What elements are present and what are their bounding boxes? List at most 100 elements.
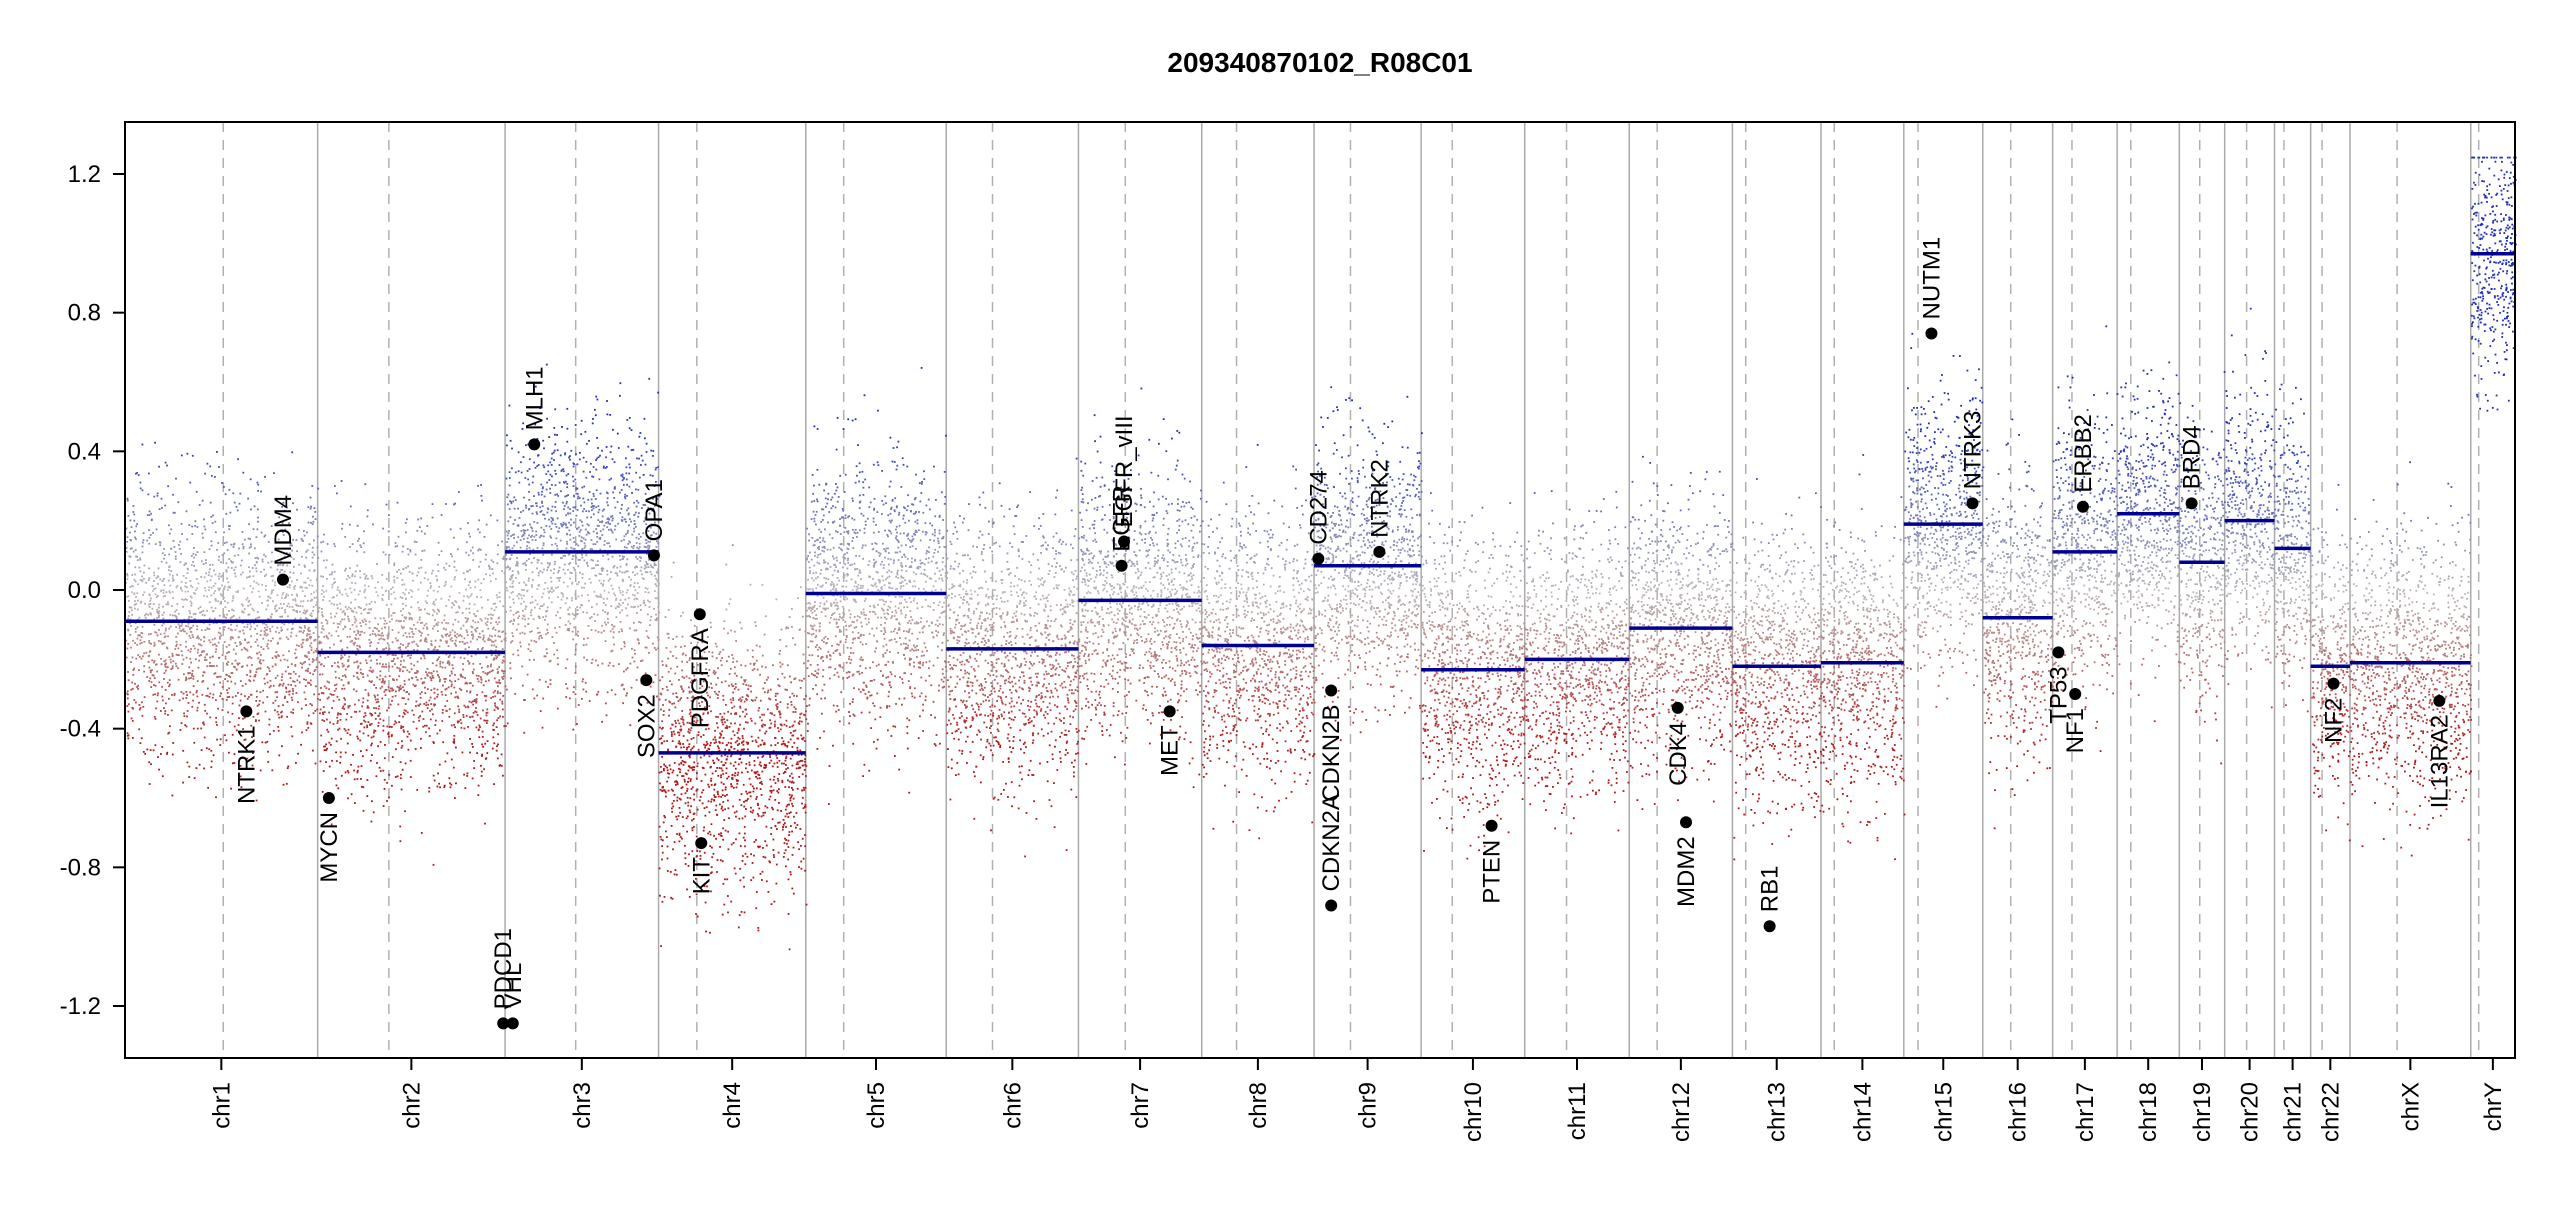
probe-point xyxy=(486,709,488,711)
probe-point xyxy=(510,579,512,581)
probe-point xyxy=(624,646,626,648)
probe-point xyxy=(342,675,344,677)
probe-point xyxy=(187,569,189,571)
probe-point xyxy=(419,619,421,621)
probe-point xyxy=(314,639,316,641)
probe-point xyxy=(595,396,597,398)
probe-point xyxy=(137,638,139,640)
probe-point xyxy=(192,455,194,457)
probe-point xyxy=(514,693,516,695)
probe-point xyxy=(567,609,569,611)
probe-point xyxy=(612,520,614,522)
probe-point xyxy=(576,515,578,517)
probe-point xyxy=(358,594,360,596)
probe-point xyxy=(531,596,533,598)
probe-point xyxy=(653,608,655,610)
probe-point xyxy=(416,541,418,543)
probe-point xyxy=(344,688,346,690)
probe-point xyxy=(422,726,424,728)
probe-point xyxy=(482,736,484,738)
probe-point xyxy=(135,658,137,660)
probe-point xyxy=(482,731,484,733)
probe-point xyxy=(570,524,572,526)
probe-point xyxy=(133,514,135,516)
probe-point xyxy=(575,557,577,559)
probe-point xyxy=(292,688,294,690)
probe-point xyxy=(499,682,501,684)
probe-point xyxy=(212,522,214,524)
probe-point xyxy=(345,730,347,732)
probe-point xyxy=(397,657,399,659)
probe-point xyxy=(284,659,286,661)
probe-point xyxy=(134,608,136,610)
probe-point xyxy=(414,541,416,543)
probe-point xyxy=(357,525,359,527)
probe-point xyxy=(242,531,244,533)
probe-point xyxy=(349,577,351,579)
probe-point xyxy=(711,823,713,825)
probe-point xyxy=(204,587,206,589)
probe-point xyxy=(209,628,211,630)
probe-point xyxy=(323,665,325,667)
probe-point xyxy=(573,522,575,524)
probe-point xyxy=(454,631,456,633)
probe-point xyxy=(324,657,326,659)
probe-point xyxy=(387,642,389,644)
probe-point xyxy=(585,691,587,693)
probe-point xyxy=(620,566,622,568)
probe-point xyxy=(272,666,274,668)
probe-point xyxy=(618,587,620,589)
probe-point xyxy=(402,666,404,668)
probe-point xyxy=(287,629,289,631)
probe-point xyxy=(381,574,383,576)
probe-point xyxy=(391,726,393,728)
probe-point xyxy=(263,660,265,662)
probe-point xyxy=(645,587,647,589)
probe-point xyxy=(532,601,534,603)
probe-point xyxy=(609,578,611,580)
probe-point xyxy=(444,689,446,691)
probe-point xyxy=(343,697,345,699)
probe-point xyxy=(167,666,169,668)
probe-point xyxy=(225,674,227,676)
probe-point xyxy=(334,616,336,618)
probe-point xyxy=(156,632,158,634)
probe-point xyxy=(404,810,406,812)
probe-point xyxy=(690,749,692,751)
probe-point xyxy=(508,494,510,496)
probe-point xyxy=(149,514,151,516)
probe-point xyxy=(237,458,239,460)
probe-point xyxy=(472,746,474,748)
probe-point xyxy=(195,658,197,660)
probe-point xyxy=(301,556,303,558)
probe-point xyxy=(480,765,482,767)
probe-point xyxy=(569,572,571,574)
probe-point xyxy=(408,612,410,614)
probe-point xyxy=(595,469,597,471)
probe-point xyxy=(212,697,214,699)
probe-point xyxy=(590,548,592,550)
probe-point xyxy=(185,563,187,565)
probe-point xyxy=(547,508,549,510)
probe-point xyxy=(591,629,593,631)
probe-point xyxy=(344,536,346,538)
probe-point xyxy=(327,543,329,545)
probe-point xyxy=(803,858,805,860)
probe-point xyxy=(250,509,252,511)
probe-point xyxy=(230,639,232,641)
probe-point xyxy=(145,617,147,619)
probe-point xyxy=(710,834,712,836)
probe-point xyxy=(523,497,525,499)
probe-point xyxy=(470,641,472,643)
probe-point xyxy=(208,586,210,588)
probe-point xyxy=(493,723,495,725)
probe-point xyxy=(538,575,540,577)
probe-point xyxy=(181,599,183,601)
probe-point xyxy=(593,508,595,510)
probe-point xyxy=(564,482,566,484)
probe-point xyxy=(527,470,529,472)
probe-point xyxy=(330,617,332,619)
probe-point xyxy=(417,645,419,647)
probe-point xyxy=(156,609,158,611)
probe-point xyxy=(595,564,597,566)
